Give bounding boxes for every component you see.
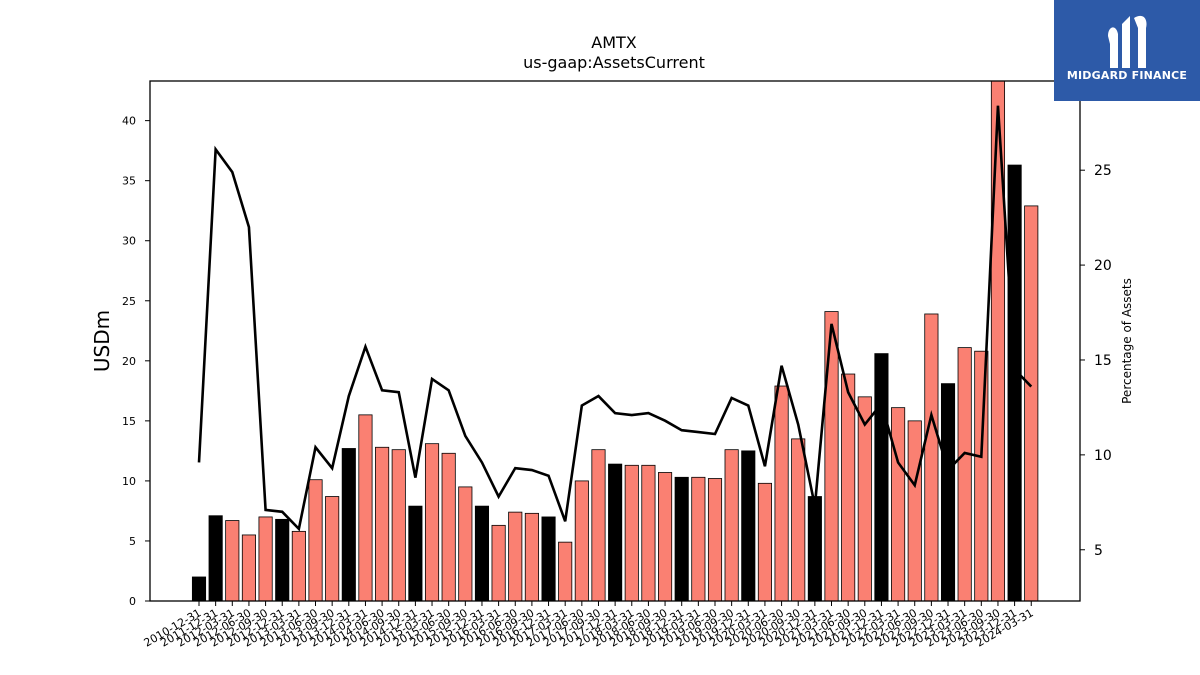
y-tick-label: 25: [122, 295, 136, 308]
bar: [907, 420, 922, 602]
y-tick-label: 20: [122, 355, 136, 368]
bar: [757, 482, 772, 602]
bar: [275, 518, 290, 602]
y-tick-label: 30: [122, 235, 136, 248]
y-axis-label: USDm: [90, 310, 114, 372]
bar: [258, 516, 273, 602]
bar: [940, 383, 956, 602]
bar: [608, 463, 623, 602]
bar: [541, 516, 556, 602]
y-tick-label: 40: [122, 115, 136, 128]
bar: [424, 443, 440, 602]
bar: [824, 311, 839, 602]
bar: [674, 476, 689, 602]
bar: [291, 530, 306, 602]
bar: [391, 449, 406, 602]
bar: [191, 576, 207, 602]
y2-axis-label: Percentage of Assets: [1120, 278, 1134, 404]
y-tick-label: 15: [122, 415, 136, 428]
y2-tick-label: 10: [1094, 448, 1112, 464]
bar: [924, 313, 939, 602]
bar: [325, 496, 340, 602]
bar: [841, 373, 856, 602]
y-tick-label: 35: [122, 175, 136, 188]
bar: [624, 464, 639, 602]
bar: [707, 478, 723, 602]
bar: [1007, 164, 1022, 602]
bar: [458, 486, 473, 602]
bar: [341, 448, 356, 602]
bar-series: [191, 80, 1039, 602]
bar: [641, 464, 656, 602]
bar: [474, 505, 490, 602]
percentage-line: [197, 105, 1033, 532]
bar: [225, 520, 240, 602]
y-tick-label: 5: [129, 535, 136, 548]
y-axis-ticks: 0 5 10 15 20 25 30 35 40: [122, 115, 150, 608]
logo-text: MIDGARD FINANCE: [1066, 69, 1188, 82]
bar: [1024, 205, 1039, 602]
chart-subtitle: us-gaap:AssetsCurrent: [523, 53, 705, 72]
bar: [441, 452, 456, 602]
bar: [408, 505, 423, 602]
bar: [241, 534, 256, 602]
bar: [658, 472, 673, 602]
bar: [807, 496, 822, 602]
chart-title: AMTX: [591, 33, 637, 52]
bar: [491, 524, 506, 602]
y2-tick-label: 5: [1094, 543, 1103, 559]
y-tick-label: 10: [122, 475, 136, 488]
bar: [791, 438, 806, 602]
bar: [375, 446, 390, 602]
plot-frame: [149, 80, 1081, 602]
brand-logo: MIDGARD FINANCE: [1054, 0, 1200, 101]
y-tick-label: 0: [129, 595, 136, 608]
bar: [724, 449, 739, 602]
bar: [524, 512, 539, 602]
bar: [591, 449, 606, 602]
bar: [974, 350, 989, 602]
bar: [891, 407, 906, 602]
bar: [691, 476, 706, 602]
x-axis-ticks: 2010-12-312011-12-312012-03-312012-06-30…: [142, 601, 1036, 650]
bar: [874, 353, 889, 602]
bar: [508, 511, 523, 602]
y2-tick-label: 20: [1094, 258, 1112, 274]
bar: [774, 385, 789, 602]
bar: [957, 347, 972, 602]
bar: [857, 396, 872, 602]
y2-tick-label: 15: [1094, 353, 1112, 369]
bar: [741, 450, 756, 602]
bar: [574, 480, 589, 602]
y2-axis-ticks: 5 10 15 20 25: [1080, 163, 1112, 559]
bar: [208, 515, 223, 602]
bar: [358, 414, 373, 602]
bar: [558, 541, 573, 602]
midgard-logo-icon: [1108, 15, 1147, 68]
bar: [308, 479, 323, 602]
y2-tick-label: 25: [1094, 163, 1112, 179]
